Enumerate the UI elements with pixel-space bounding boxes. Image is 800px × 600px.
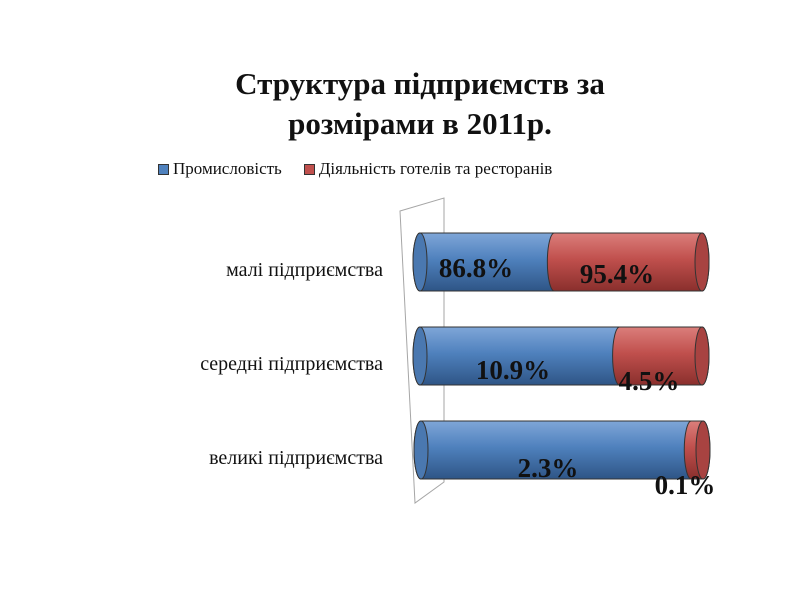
category-label-1: середні підприємства <box>200 353 383 375</box>
bar-right-cap-0 <box>695 233 709 291</box>
bar-left-cap-0 <box>413 233 427 291</box>
data-label-hotels-restaurants-1: 4.5% <box>619 366 680 396</box>
data-label-industry-1: 10.9% <box>476 355 550 385</box>
data-label-industry-0: 86.8% <box>439 253 513 283</box>
bar-right-cap-1 <box>695 327 709 385</box>
data-label-industry-2: 2.3% <box>518 453 579 483</box>
bar-left-cap-2 <box>414 421 428 479</box>
category-label-2: великі підприємства <box>209 447 383 469</box>
category-label-0: малі підприємства <box>226 259 383 281</box>
bar-left-cap-1 <box>413 327 427 385</box>
data-label-hotels-restaurants-0: 95.4% <box>580 259 654 289</box>
data-label-hotels-restaurants-2: 0.1% <box>655 470 716 500</box>
